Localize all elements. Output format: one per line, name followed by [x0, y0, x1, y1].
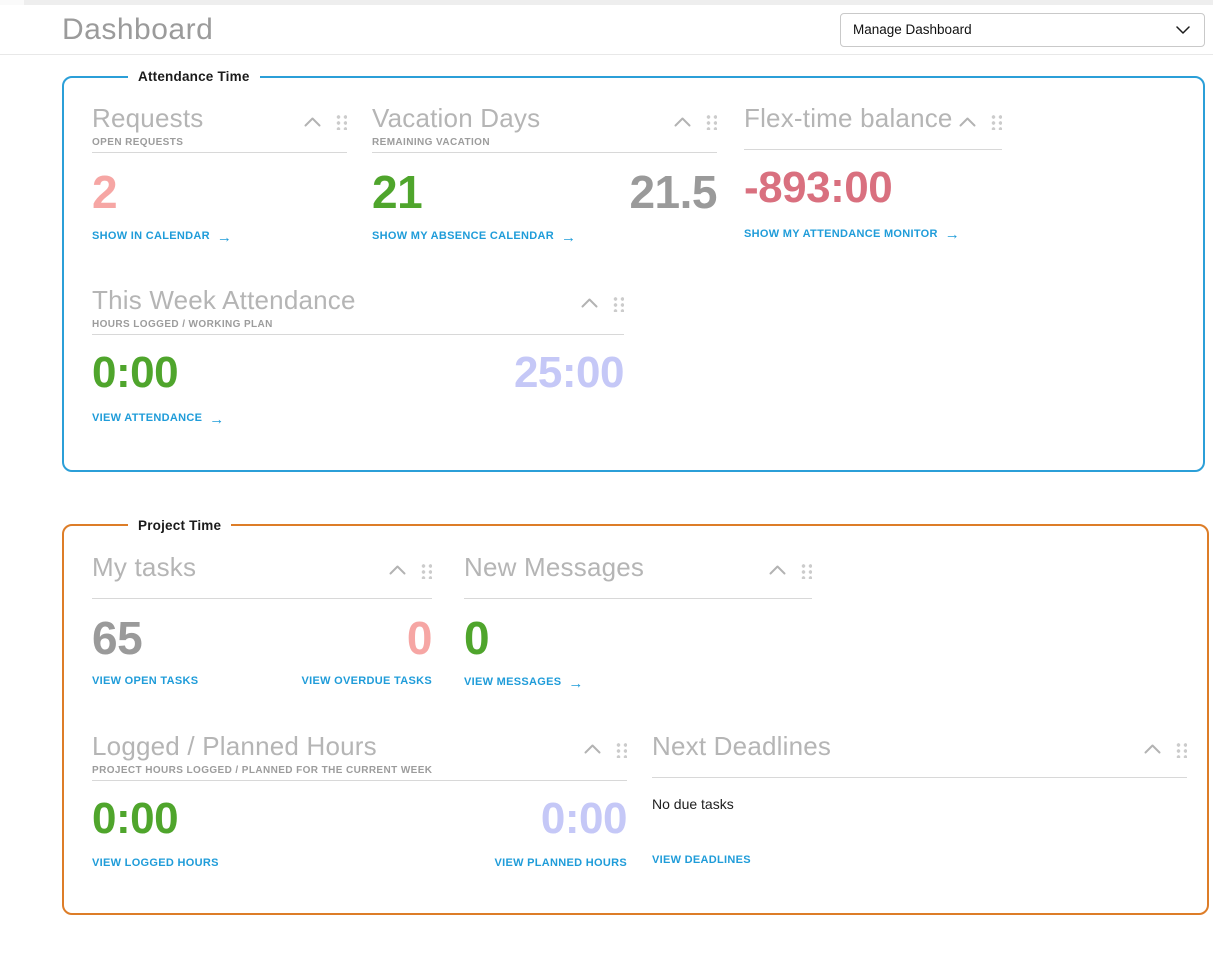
widget-header: Logged / Planned Hours PROJECT HOURS LOG…: [92, 730, 627, 776]
drag-handle-icon[interactable]: [799, 561, 812, 579]
right-arrow-icon: →: [568, 674, 584, 692]
project-time-section: Project Time My tasks 65 0 VIEW: [62, 517, 1209, 915]
manage-dashboard-select-value: Manage Dashboard: [853, 22, 972, 37]
widget-logged-planned-hours: Logged / Planned Hours PROJECT HOURS LOG…: [92, 730, 628, 869]
project-time-legend: Project Time: [138, 517, 222, 533]
drag-handle-icon[interactable]: [419, 561, 432, 579]
widget-divider: [92, 779, 627, 781]
project-row-1: My tasks 65 0 VIEW OPEN TASKS VIEW OVERD…: [92, 551, 1187, 692]
collapse-chevron-up-icon[interactable]: [959, 117, 976, 127]
top-edge-spacer: [0, 0, 24, 5]
widget-subtitle: PROJECT HOURS LOGGED / PLANNED FOR THE C…: [92, 764, 433, 776]
widget-divider: [92, 333, 624, 335]
view-logged-hours-link[interactable]: VIEW LOGGED HOURS: [92, 856, 219, 869]
widget-divider: [744, 149, 1002, 150]
new-messages-count: 0: [464, 611, 490, 664]
widget-divider: [464, 597, 812, 599]
show-in-calendar-link[interactable]: SHOW IN CALENDAR →: [92, 228, 233, 246]
attendance-row-1: Requests OPEN REQUESTS 2 SHOW IN CALENDA…: [92, 103, 1183, 246]
widget-title: Next Deadlines: [652, 730, 832, 761]
chevron-down-icon: [1176, 25, 1190, 34]
widget-title: My tasks: [92, 551, 197, 582]
collapse-chevron-up-icon[interactable]: [304, 117, 321, 127]
page-header: Dashboard Manage Dashboard: [0, 0, 1213, 47]
collapse-chevron-up-icon[interactable]: [1144, 744, 1161, 754]
widget-header: Next Deadlines: [652, 730, 1187, 773]
widget-new-messages: New Messages 0 VIEW MESSAGES →: [464, 551, 812, 692]
overdue-tasks-count: 0: [406, 611, 433, 664]
page-title: Dashboard: [62, 12, 214, 46]
working-plan-value: 25:00: [513, 347, 625, 397]
attendance-row-2: This Week Attendance HOURS LOGGED / WORK…: [92, 284, 1183, 428]
widget-title: Flex-time balance: [744, 103, 953, 133]
logged-hours-value: 0:00: [92, 793, 179, 843]
view-planned-hours-link[interactable]: VIEW PLANNED HOURS: [494, 856, 627, 869]
widget-this-week-attendance: This Week Attendance HOURS LOGGED / WORK…: [92, 284, 625, 428]
widget-subtitle: OPEN REQUESTS: [92, 136, 184, 148]
widget-header: Vacation Days REMAINING VACATION: [372, 103, 717, 148]
header-divider: [0, 54, 1213, 55]
view-open-tasks-link[interactable]: VIEW OPEN TASKS: [92, 674, 199, 687]
widget-title: Vacation Days: [372, 103, 541, 133]
drag-handle-icon[interactable]: [704, 113, 717, 130]
drag-handle-icon[interactable]: [614, 740, 627, 758]
show-absence-calendar-link[interactable]: SHOW MY ABSENCE CALENDAR →: [372, 228, 577, 246]
view-overdue-tasks-link[interactable]: VIEW OVERDUE TASKS: [301, 674, 432, 687]
drag-handle-icon[interactable]: [611, 294, 624, 312]
widget-subtitle: HOURS LOGGED / WORKING PLAN: [92, 318, 273, 330]
widget-header: Flex-time balance: [744, 103, 1002, 145]
open-tasks-count: 65: [92, 611, 143, 664]
widget-title: Logged / Planned Hours: [92, 730, 377, 761]
remaining-vacation-current: 21: [372, 165, 423, 218]
widget-header: New Messages: [464, 551, 812, 594]
collapse-chevron-up-icon[interactable]: [584, 744, 601, 754]
attendance-time-legend: Attendance Time: [138, 69, 250, 84]
collapse-chevron-up-icon[interactable]: [769, 565, 786, 575]
widget-header: My tasks: [92, 551, 432, 594]
right-arrow-icon: →: [944, 226, 961, 243]
drag-handle-icon[interactable]: [1174, 740, 1187, 758]
widget-header: Requests OPEN REQUESTS: [92, 103, 347, 148]
widget-flex-time-balance: Flex-time balance -893:00 SHOW MY ATTEND…: [744, 103, 1002, 243]
right-arrow-icon: →: [216, 228, 233, 246]
widget-next-deadlines: Next Deadlines No due tasks VIEW DEADLIN…: [652, 730, 1187, 866]
view-deadlines-link[interactable]: VIEW DEADLINES: [652, 853, 751, 866]
drag-handle-icon[interactable]: [334, 113, 347, 130]
widget-subtitle: REMAINING VACATION: [372, 136, 490, 148]
show-attendance-monitor-link[interactable]: SHOW MY ATTENDANCE MONITOR →: [744, 226, 961, 243]
widget-divider: [372, 151, 717, 153]
collapse-chevron-up-icon[interactable]: [581, 298, 598, 308]
right-arrow-icon: →: [209, 410, 225, 428]
collapse-chevron-up-icon[interactable]: [389, 565, 406, 575]
widget-my-tasks: My tasks 65 0 VIEW OPEN TASKS VIEW OVERD…: [92, 551, 433, 687]
widget-divider: [92, 597, 432, 599]
attendance-time-section: Attendance Time Requests OPEN REQUESTS 2: [62, 69, 1205, 472]
widget-vacation-days: Vacation Days REMAINING VACATION 21 21.5…: [372, 103, 717, 246]
widget-header: This Week Attendance HOURS LOGGED / WORK…: [92, 284, 624, 330]
widget-title: New Messages: [464, 551, 645, 582]
remaining-vacation-total: 21.5: [629, 165, 717, 218]
open-requests-count: 2: [92, 165, 118, 218]
top-edge-strip: [24, 0, 1213, 5]
planned-hours-value: 0:00: [540, 793, 628, 843]
view-messages-link[interactable]: VIEW MESSAGES →: [464, 674, 584, 692]
widget-title: Requests: [92, 103, 204, 133]
widget-divider: [92, 151, 347, 153]
manage-dashboard-select[interactable]: Manage Dashboard: [840, 12, 1205, 47]
right-arrow-icon: →: [561, 228, 577, 246]
collapse-chevron-up-icon[interactable]: [674, 117, 691, 127]
project-row-2: Logged / Planned Hours PROJECT HOURS LOG…: [92, 730, 1187, 869]
widget-title: This Week Attendance: [92, 284, 356, 315]
widget-divider: [652, 776, 1187, 778]
widget-requests: Requests OPEN REQUESTS 2 SHOW IN CALENDA…: [92, 103, 347, 246]
drag-handle-icon[interactable]: [989, 113, 1002, 130]
flex-time-balance-value: -893:00: [744, 163, 893, 212]
hours-logged-value: 0:00: [92, 347, 179, 397]
view-attendance-link[interactable]: VIEW ATTENDANCE →: [92, 410, 225, 428]
no-due-tasks-text: No due tasks: [652, 795, 734, 812]
